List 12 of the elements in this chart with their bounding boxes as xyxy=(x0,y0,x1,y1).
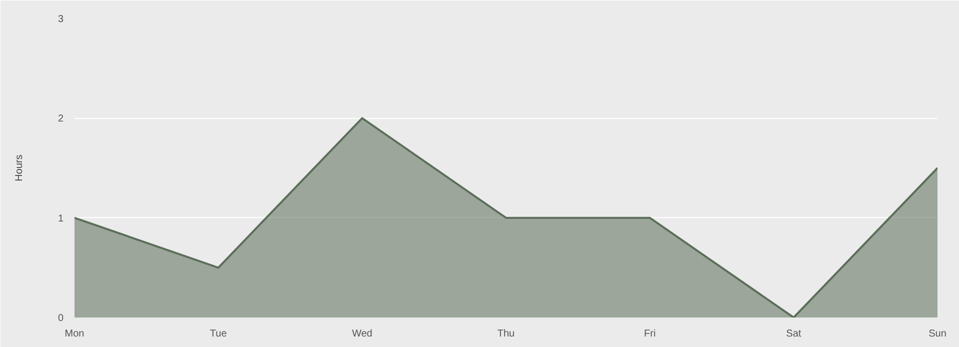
y-tick-label: 3 xyxy=(58,14,64,25)
x-tick-label: Tue xyxy=(210,328,228,340)
x-tick-label: Mon xyxy=(64,328,84,340)
y-axis-title: Hours xyxy=(14,154,25,182)
x-tick-label: Sat xyxy=(786,328,802,340)
x-tick-label: Thu xyxy=(497,328,515,340)
x-tick-label: Fri xyxy=(644,328,656,340)
y-tick-label: 1 xyxy=(58,213,64,224)
x-tick-label: Wed xyxy=(352,328,372,340)
y-tick-label: 2 xyxy=(58,114,64,125)
y-tick-label: 0 xyxy=(58,313,64,324)
x-tick-label: Sun xyxy=(928,328,946,340)
